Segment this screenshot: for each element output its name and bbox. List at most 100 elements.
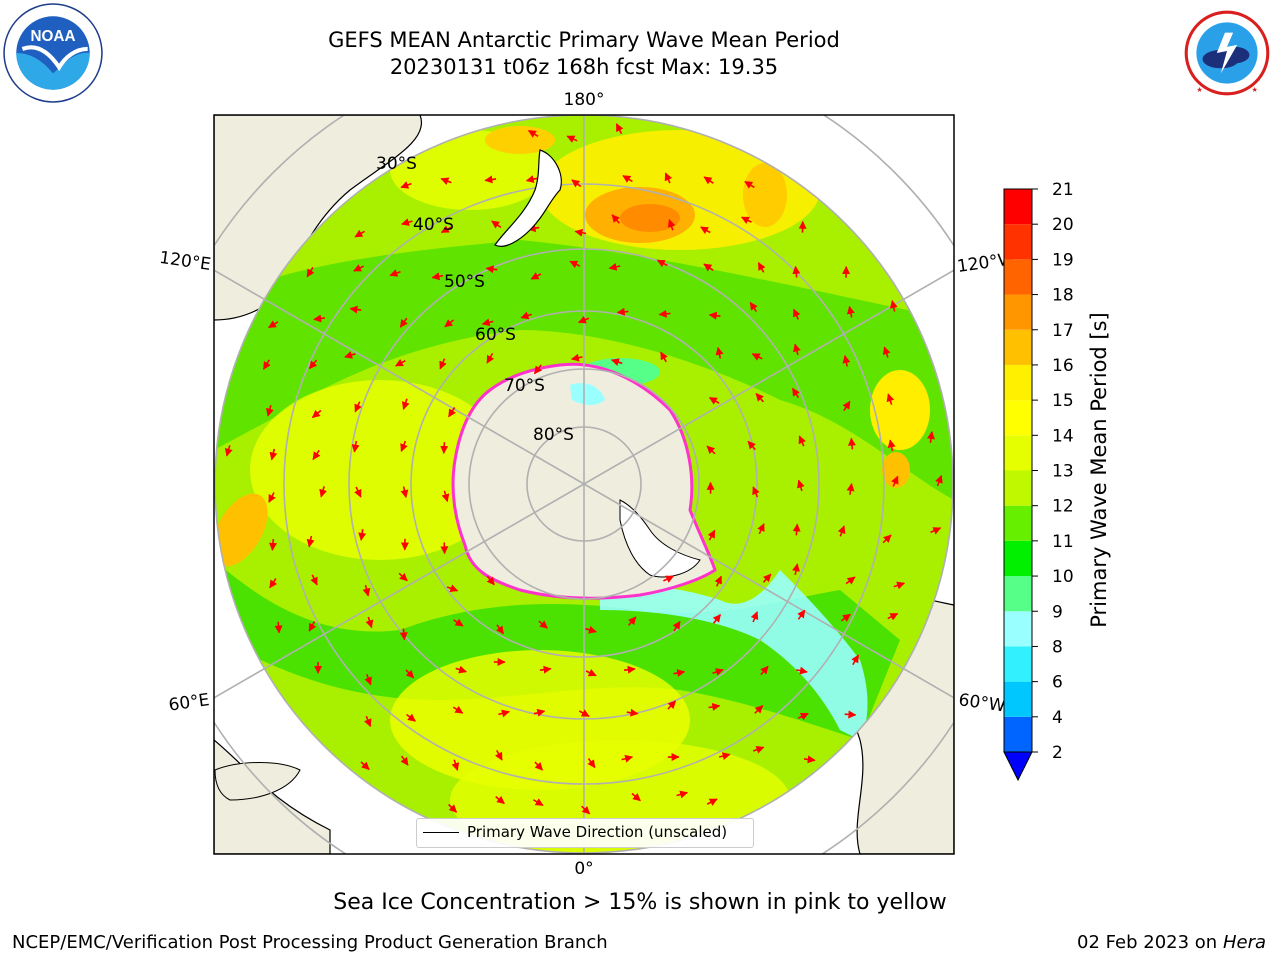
wave-direction-arrow (319, 486, 327, 498)
wave-direction-arrow (616, 307, 629, 316)
map-title: GEFS MEAN Antarctic Primary Wave Mean Pe… (328, 28, 840, 52)
wave-direction-arrow (440, 442, 449, 454)
wave-direction-arrow (667, 219, 676, 231)
colorbar-segment (1004, 400, 1032, 436)
wave-direction-arrow (740, 216, 752, 224)
wave-direction-arrow (793, 343, 801, 356)
wave-direction-arrow (268, 492, 276, 503)
colorbar-segment (1004, 294, 1032, 330)
wave-direction-arrow (706, 445, 716, 455)
wave-direction-arrow (660, 351, 668, 363)
wave-direction-arrow (631, 792, 641, 802)
wave-direction-arrow (534, 761, 543, 771)
wave-direction-arrow (486, 353, 495, 364)
noaa-logo-text: NOAA (31, 28, 76, 45)
colorbar-tick-label: 21 (1052, 180, 1074, 200)
wave-direction-arrow (452, 705, 464, 714)
new-zealand-outline (494, 149, 562, 247)
wave-direction-arrow (530, 272, 542, 280)
noaa-logo: NOAA (3, 3, 103, 103)
nws-logo: ★ ★ (1178, 4, 1276, 102)
wave-direction-arrow (313, 314, 326, 323)
map-subtitle: 20230131 t06z 168h fcst Max: 19.35 (389, 55, 779, 79)
wave-direction-arrow (306, 535, 315, 548)
wave-direction-arrow (752, 745, 765, 754)
wave-direction-arrow (405, 669, 415, 679)
colorbar-tick-label: 11 (1052, 532, 1074, 552)
colorbar-extend-triangle (1003, 751, 1033, 782)
wave-direction-arrow (926, 431, 935, 443)
wave-direction-arrow (440, 177, 452, 186)
wave-direction-arrow (845, 576, 856, 585)
map-frame (213, 114, 955, 855)
wave-direction-arrow (224, 445, 233, 457)
host-name: Hera (1222, 932, 1266, 953)
wave-direction-arrow (658, 309, 671, 318)
colorbar-segment (1004, 576, 1032, 612)
wave-direction-arrow (401, 398, 410, 410)
wave-direction-arrow (453, 618, 464, 627)
wave-direction-arrow (306, 266, 315, 278)
wave-direction-arrow (349, 305, 362, 314)
colorbar-segment (1004, 716, 1032, 752)
wave-direction-arrow (491, 220, 502, 229)
wave-direction-arrow (399, 317, 408, 328)
map-legend: Primary Wave Direction (unscaled) (416, 818, 754, 848)
colorbar-tick-label: 6 (1052, 673, 1063, 693)
wave-direction-arrow (353, 264, 365, 272)
wave-direction-arrow (444, 319, 454, 328)
wave-direction-arrow (527, 129, 539, 138)
lat-label-40s: 40°S (413, 215, 454, 235)
svg-text:★: ★ (1251, 85, 1257, 94)
lon-label-top: 180° (564, 90, 605, 110)
wave-direction-arrow (533, 708, 546, 717)
colorbar-tick-label: 9 (1052, 602, 1063, 622)
wave-direction-arrow (803, 755, 816, 764)
wave-direction-arrow (312, 449, 321, 461)
credit-line: NCEP/EMC/Verification Post Processing Pr… (12, 932, 608, 953)
wave-direction-arrow (656, 259, 668, 268)
wave-direction-arrow (401, 218, 413, 226)
wave-direction-arrow (406, 713, 416, 722)
wave-direction-arrow (389, 269, 401, 277)
colorbar-segment (1004, 329, 1032, 365)
wave-direction-arrow (400, 486, 409, 499)
wave-direction-arrows (224, 123, 943, 815)
wave-direction-arrow (708, 396, 720, 405)
colorbar-tick-label: 15 (1052, 391, 1074, 411)
wave-direction-arrow (495, 795, 505, 805)
wave-direction-arrow (798, 435, 806, 447)
colorbar-segment (1004, 224, 1032, 260)
wave-direction-arrow (448, 803, 458, 813)
wave-direction-arrow (797, 712, 809, 721)
legend-label: Primary Wave Direction (unscaled) (467, 823, 728, 841)
wave-direction-arrow (891, 475, 899, 487)
wave-direction-arrow (708, 702, 721, 711)
wave-direction-arrow (792, 265, 801, 278)
wave-direction-arrow (351, 440, 360, 453)
svg-text:★: ★ (1196, 85, 1202, 94)
wave-direction-arrow (762, 573, 772, 583)
wave-direction-arrow (611, 214, 620, 224)
wave-direction-arrow (672, 620, 681, 632)
wave-direction-arrow (446, 584, 459, 593)
wave-direction-arrow (532, 798, 544, 806)
lat-label-30s: 30°S (376, 154, 417, 174)
wave-direction-arrow (439, 358, 447, 370)
wave-direction-arrow (394, 358, 406, 367)
wave-direction-arrow (354, 229, 366, 238)
wave-direction-arrow (757, 261, 766, 273)
colorbar-tick-label: 19 (1052, 250, 1074, 270)
wave-direction-arrow (792, 523, 801, 536)
wave-direction-arrow (751, 353, 763, 361)
wave-direction-arrow (570, 353, 583, 362)
colorbar-tick-label: 2 (1052, 743, 1063, 763)
wave-direction-arrow (344, 351, 356, 359)
colorbar-segment (1004, 646, 1032, 682)
wave-direction-arrow (846, 483, 855, 495)
colorbar-tick-label: 12 (1052, 497, 1074, 517)
lat-label-80s: 80°S (533, 425, 574, 445)
colorbar-tick-label: 16 (1052, 356, 1074, 376)
